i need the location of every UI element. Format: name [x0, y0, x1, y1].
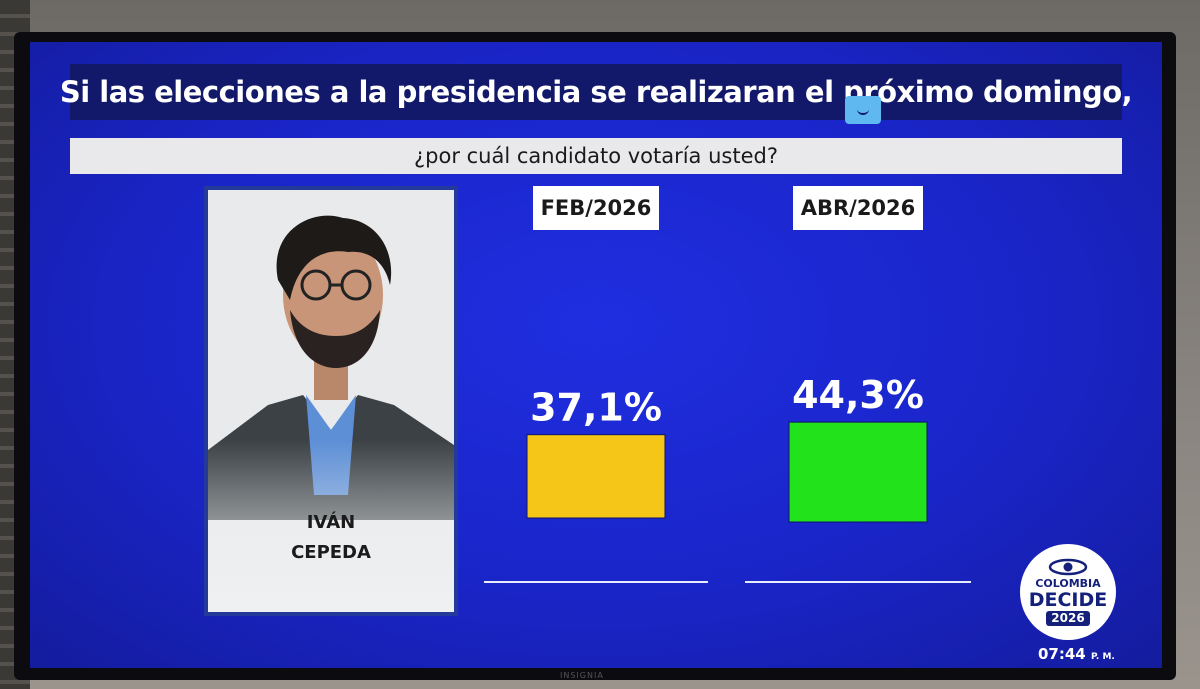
headline-text: Si las elecciones a la presidencia se re…	[59, 75, 1133, 109]
question-bar: ¿por cuál candidato votaría usted?	[70, 138, 1122, 174]
eye-icon	[1048, 558, 1088, 576]
candidate-name: IVÁN CEPEDA	[208, 508, 454, 568]
question-text: ¿por cuál candidato votaría usted?	[414, 144, 778, 168]
chat-icon	[845, 96, 881, 124]
broadcast-clock: 07:44 P. M.	[1038, 645, 1115, 663]
headline-bar: Si las elecciones a la presidencia se re…	[60, 64, 1133, 120]
logo-text-colombia: COLOMBIA	[1035, 577, 1101, 590]
candidate-first-name: IVÁN	[306, 512, 356, 533]
tv-screen: Si las elecciones a la presidencia se re…	[30, 42, 1162, 668]
logo-year: 2026	[1046, 611, 1090, 626]
clock-ampm: P. M.	[1090, 652, 1115, 662]
candidate-last-name: CEPEDA	[291, 542, 371, 563]
period-label-abr: ABR/2026	[793, 186, 923, 230]
bar-value-label-1: 44,3%	[792, 373, 924, 417]
clock-time: 07:44	[1038, 645, 1086, 663]
logo-text-decide: DECIDE	[1028, 589, 1108, 611]
bar-value-label-0: 37,1%	[530, 386, 662, 430]
bar-0	[526, 434, 666, 519]
colombia-decide-logo: COLOMBIA DECIDE 2026	[1020, 544, 1116, 640]
bar-chart: 37,1% 44,3%	[484, 373, 971, 583]
period-label-feb: FEB/2026	[533, 186, 659, 230]
bar-1	[788, 421, 928, 523]
candidate-photo-card: IVÁN CEPEDA	[204, 186, 458, 616]
candidate-portrait	[208, 190, 454, 612]
tv-brand-label: INSIGNIA	[560, 671, 604, 680]
